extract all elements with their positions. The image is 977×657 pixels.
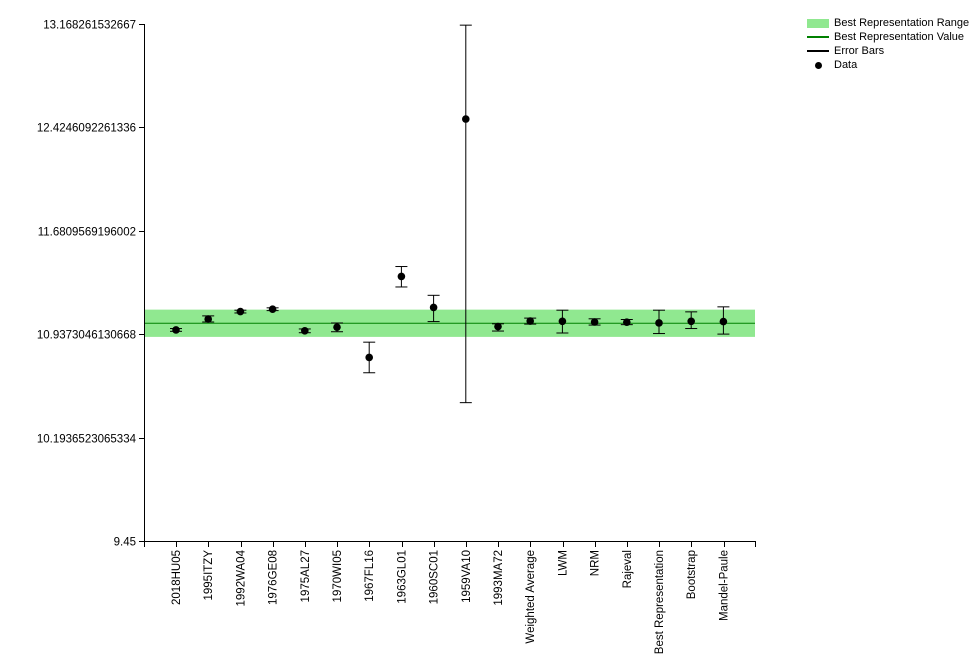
data-point: [204, 315, 212, 323]
data-point: [719, 317, 728, 326]
x-tick-label: 1960SC01: [429, 550, 441, 604]
legend-label: Best Representation Range: [834, 17, 970, 29]
data-point: [590, 318, 599, 326]
x-tick-label: 1992WA04: [235, 549, 247, 606]
x-tick-label: 1975AL27: [300, 550, 312, 602]
x-tick-label: Bootstrap: [686, 550, 698, 599]
y-tick-label: 13.168261532667: [43, 20, 136, 32]
legend-label: Error Bars: [834, 45, 885, 57]
x-tick-label: 1967FL16: [364, 550, 376, 602]
data-points: [172, 115, 728, 362]
error-bars: [170, 24, 730, 404]
y-tick-label: 11.6809569196002: [38, 227, 136, 239]
range-swatch-icon: [806, 16, 830, 30]
y-tick-label: 12.4246092261336: [37, 123, 136, 135]
x-tick-label: 1959VA10: [461, 550, 473, 603]
x-tick-label: 1963GL01: [396, 550, 408, 604]
x-tick-label: NRM: [590, 550, 602, 576]
data-point: [429, 303, 438, 312]
legend-item-data: Data: [806, 58, 969, 72]
legend-item-value: Best Representation Value: [806, 30, 969, 44]
data-point: [301, 326, 309, 335]
error-bar: [459, 24, 472, 404]
data-point: [365, 353, 374, 362]
legend-label: Data: [834, 59, 858, 71]
black-line-swatch-icon: [806, 44, 830, 58]
x-axis-ticks: 2018HU05 1995ITZY 1992WA04 1976GE08 1975AL27…: [144, 541, 756, 654]
legend-item-range: Best Representation Range: [806, 16, 969, 30]
y-tick-label: 9.45: [114, 537, 136, 549]
data-point: [236, 307, 245, 316]
legend: Best Representation Range Best Represent…: [806, 16, 969, 72]
x-tick-label: 1995ITZY: [203, 550, 215, 601]
legend-item-error-bars: Error Bars: [806, 44, 969, 58]
green-line-swatch-icon: [806, 30, 830, 44]
x-tick-label: 1976GE08: [268, 550, 280, 605]
data-point: [623, 318, 631, 326]
axes: [144, 24, 755, 542]
data-point: [558, 317, 567, 326]
data-point: [655, 319, 663, 327]
data-point: [526, 317, 534, 325]
x-tick-label: Best Representation: [654, 550, 666, 654]
y-tick-label: 10.1936523065334: [37, 434, 137, 446]
data-point: [462, 115, 470, 123]
data-point: [333, 323, 341, 331]
y-axis-ticks: 13.168261532667 12.4246092261336 11.680956…: [37, 20, 144, 549]
data-point: [687, 317, 695, 326]
data-point: [397, 272, 406, 281]
x-tick-label: 1993MA72: [493, 550, 505, 606]
x-tick-label: 2018HU05: [171, 550, 183, 605]
x-tick-label: Mandel-Paule: [718, 550, 730, 621]
x-tick-label: LWM: [557, 550, 569, 576]
data-point: [494, 322, 502, 331]
x-tick-label: Rajeval: [622, 550, 634, 588]
y-tick-label: 10.9373046130668: [37, 330, 136, 342]
dot-swatch-icon: [806, 58, 830, 72]
data-point: [172, 326, 180, 334]
x-tick-label: Weighted Average: [525, 550, 537, 644]
x-tick-label: 1970WI05: [332, 550, 344, 602]
data-point: [268, 305, 277, 314]
legend-label: Best Representation Value: [834, 31, 965, 43]
